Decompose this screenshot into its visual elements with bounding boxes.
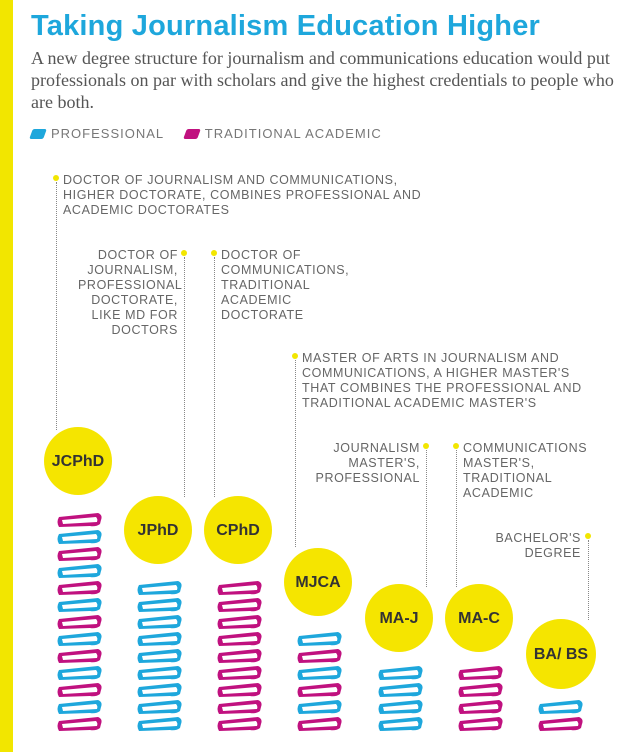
leader-line [214,257,215,497]
book-icon [56,630,102,646]
book-stack-jphd [136,579,186,732]
book-icon [377,698,423,714]
book-stack-cphd [216,579,266,732]
description-jcphd: DOCTOR OF JOURNALISM AND COMMUNICATIONS,… [63,173,422,217]
book-icon [216,698,262,714]
book-icon [136,596,182,612]
book-icon [457,681,503,697]
book-icon [216,715,262,731]
book-icon [377,715,423,731]
description-mac: COMMUNICATIONS MASTER'S, TRADITIONAL ACA… [463,441,588,500]
degree-badge-maj: MA-J [365,584,433,652]
book-icon [136,647,182,663]
degree-badge-cphd: CPhD [204,496,272,564]
book-icon [216,596,262,612]
yellow-accent-bar [0,0,13,752]
annotation-dot [53,175,59,181]
leader-line [56,182,57,430]
book-icon [136,715,182,731]
leader-line [456,450,457,587]
book-icon [56,647,102,663]
book-icon [56,562,102,578]
book-icon [56,613,102,629]
book-icon [296,630,342,646]
legend-label-academic: TRADITIONAL ACADEMIC [204,126,382,141]
book-icon [136,698,182,714]
book-icon [136,630,182,646]
annotation-dot [423,443,429,449]
book-icon [56,579,102,595]
degree-badge-babs: BA/ BS [526,619,596,689]
description-jphd: DOCTOR OF JOURNALISM, PROFESSIONAL DOCTO… [78,248,183,337]
degree-badge-jcphd: JCPhD [44,427,112,495]
book-icon [56,698,102,714]
annotation-dot [585,533,591,539]
book-icon [457,715,503,731]
book-icon [136,664,182,680]
book-icon [56,528,102,544]
book-icon [136,579,182,595]
leader-line [184,257,185,497]
book-icon [56,596,102,612]
book-icon [216,664,262,680]
book-icon [216,681,262,697]
annotation-dot [453,443,459,449]
book-icon [56,545,102,561]
book-stack-mac [457,664,507,732]
book-icon [56,664,102,680]
book-stack-mjca [296,630,346,732]
degree-badge-mjca: MJCA [284,548,352,616]
legend-item-academic: TRADITIONAL ACADEMIC [182,126,382,141]
book-icon [457,698,503,714]
leader-line [295,360,296,547]
book-icon [216,630,262,646]
annotation-dot [181,250,187,256]
degree-badge-mac: MA-C [445,584,513,652]
annotation-dot [292,353,298,359]
description-babs: BACHELOR'S DEGREE [495,531,581,560]
book-icon [537,698,583,714]
book-icon [56,715,102,731]
book-icon [182,128,201,139]
book-icon [296,647,342,663]
book-icon [296,681,342,697]
book-stack-jcphd [56,511,106,732]
book-icon [29,128,47,139]
description-cphd: DOCTOR OF COMMUNICATIONS, TRADITIONAL AC… [221,248,350,322]
legend: PROFESSIONAL TRADITIONAL ACADEMIC [29,126,398,142]
degree-badge-jphd: JPhD [124,496,192,564]
page-title: Taking Journalism Education Higher [31,10,541,42]
description-mjca: MASTER OF ARTS IN JOURNALISM AND COMMUNI… [302,351,582,410]
book-icon [296,664,342,680]
book-icon [216,647,262,663]
leader-line [588,540,589,620]
book-icon [377,664,423,680]
book-icon [377,681,423,697]
book-icon [537,715,583,731]
description-maj: JOURNALISM MASTER'S, PROFESSIONAL [315,441,420,485]
book-icon [136,613,182,629]
book-icon [56,681,102,697]
book-icon [457,664,503,680]
book-icon [296,715,342,731]
book-icon [216,579,262,595]
book-icon [136,681,182,697]
book-icon [216,613,262,629]
book-icon [296,698,342,714]
page-subtitle: A new degree structure for journalism an… [31,48,614,112]
book-stack-maj [377,664,427,732]
book-icon [56,511,102,527]
leader-line [426,450,427,587]
legend-item-professional: PROFESSIONAL [29,126,165,141]
book-stack-babs [537,698,587,732]
legend-label-professional: PROFESSIONAL [51,126,165,141]
annotation-dot [211,250,217,256]
